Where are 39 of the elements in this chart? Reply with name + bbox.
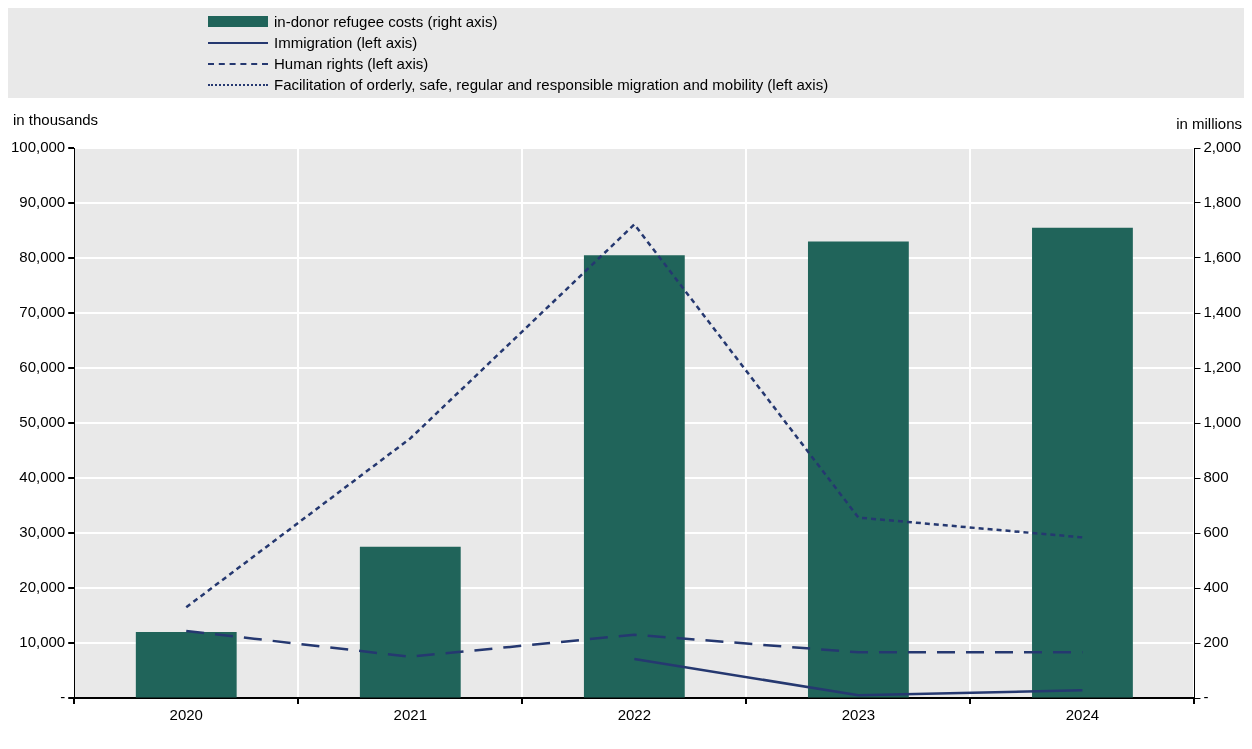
y2-tick-label: 200: [1203, 633, 1229, 651]
y-tick-label: 20,000: [19, 578, 66, 596]
legend-label: in-donor refugee costs (right axis): [274, 12, 498, 32]
y2-tick-label: 400: [1203, 578, 1229, 596]
y-tick-label: 30,000: [19, 523, 66, 541]
y2-axis-title: in millions: [1176, 114, 1242, 132]
y-tick-label: 10,000: [19, 633, 66, 651]
y2-tick-label: 1,400: [1203, 303, 1242, 321]
y2-tick-label: 1,600: [1203, 248, 1242, 266]
y-tick-label: 90,000: [19, 193, 66, 211]
y-tick-label: 70,000: [19, 303, 66, 321]
x-tick-label: 2022: [617, 706, 652, 724]
y-tick-label: 80,000: [19, 248, 66, 266]
y-axis-title: in thousands: [13, 110, 99, 128]
legend-label: Human rights (left axis): [274, 54, 429, 74]
bar: [135, 632, 237, 698]
y-tick-label: 60,000: [19, 358, 66, 376]
bar: [583, 255, 685, 698]
legend-label: Facilitation of orderly, safe, regular and responsible migration and mobility (left axis): [274, 75, 829, 95]
x-tick-label: 2024: [1065, 706, 1100, 724]
y-tick-label: -: [60, 688, 66, 706]
y2-tick-label: 800: [1203, 468, 1229, 486]
y2-tick-label: 1,000: [1203, 413, 1242, 431]
y2-tick-label: -: [1203, 688, 1209, 706]
y2-tick-label: 600: [1203, 523, 1229, 541]
legend-label: Immigration (left axis): [274, 33, 418, 53]
y2-tick-label: 2,000: [1203, 138, 1242, 156]
y2-tick-label: 1,200: [1203, 358, 1242, 376]
bar: [1032, 227, 1133, 698]
y-tick-label: 100,000: [10, 138, 66, 156]
y-tick-label: 40,000: [19, 468, 66, 486]
bar: [359, 546, 461, 698]
y2-tick-label: 1,800: [1203, 193, 1242, 211]
bar: [807, 241, 909, 698]
y-tick-label: 50,000: [19, 413, 66, 431]
x-tick-label: 2023: [841, 706, 876, 724]
x-tick-label: 2020: [169, 706, 203, 724]
line-series: [185, 223, 1084, 609]
x-tick-label: 2021: [393, 706, 427, 724]
